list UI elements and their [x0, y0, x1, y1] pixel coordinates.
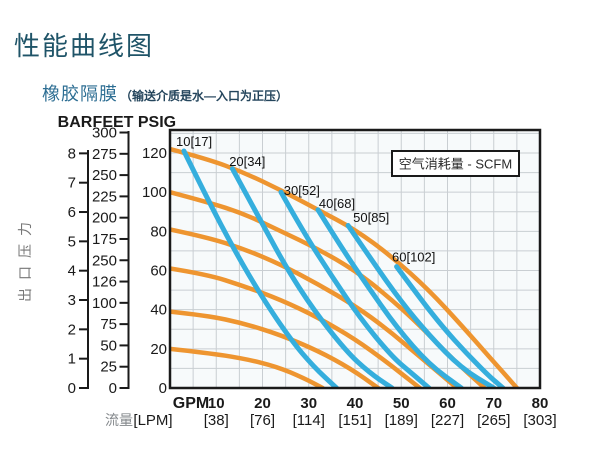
- psig-tick-label: 80: [150, 223, 167, 240]
- psig-tick-label: 120: [142, 145, 167, 162]
- gpm-tick-label: 10: [208, 395, 225, 412]
- bar-tick-label: 4: [68, 263, 76, 280]
- psig-axis-title: PSIG: [138, 114, 176, 131]
- gpm-tick-label: 30: [300, 395, 317, 412]
- air-curve-50-scfm-label: 50[85]: [353, 210, 389, 225]
- psig-tick-label: 60: [150, 263, 167, 280]
- psig-tick-label: 100: [142, 184, 167, 201]
- feet-tick-label: 100: [92, 295, 117, 312]
- bar-tick-label: 1: [68, 351, 76, 368]
- curves: [170, 146, 520, 388]
- gpm-tick-label: 50: [393, 395, 410, 412]
- lpm-tick-label: [114]: [293, 412, 325, 429]
- feet-axis-title: FEET: [93, 114, 134, 131]
- psig-tick-label: 20: [150, 341, 167, 358]
- subtitle-pump-type: 橡胶隔膜: [42, 84, 118, 104]
- gpm-tick-label: 60: [439, 395, 456, 412]
- lpm-tick-label: [76]: [250, 412, 275, 429]
- chart-subtitle: 橡胶隔膜 （输送介质是水—入口为正压）: [42, 80, 288, 106]
- air-curve-20-scfm-label: 20[34]: [229, 154, 265, 169]
- feet-tick-label: 25: [100, 359, 117, 376]
- bar-tick-label: 2: [68, 321, 76, 338]
- gpm-axis-title: GPM: [173, 395, 209, 412]
- pump-curve-5: [170, 309, 381, 388]
- psig-axis: 120 100 80 60 40 20 0: [142, 145, 167, 397]
- lpm-tick-label: [38]: [204, 412, 229, 429]
- legend-label: 空气消耗量 - SCFM: [399, 157, 512, 172]
- air-curve-30-scfm: [278, 189, 432, 388]
- air-curve-10-scfm: [181, 148, 339, 388]
- gpm-tick-label: 40: [347, 395, 364, 412]
- air-curve-60-scfm-label: 60[102]: [392, 250, 435, 265]
- feet-tick-label: 0: [109, 380, 117, 397]
- gpm-tick-label: 70: [485, 395, 502, 412]
- air-curve-20-scfm: [229, 166, 395, 388]
- air-curve-60-scfm: [394, 264, 506, 388]
- lpm-tick-label: [303]: [523, 412, 556, 429]
- air-curve-40-scfm-label: 40[68]: [319, 196, 355, 211]
- lpm-tick-label: [227]: [431, 412, 464, 429]
- subtitle-conditions: （输送介质是水—入口为正压）: [120, 89, 289, 103]
- bar-tick-label: 7: [68, 175, 76, 192]
- page-title: 性能曲线图: [14, 31, 155, 61]
- bar-axis: 8 7 6 5 4 3 2 1 0: [68, 145, 89, 397]
- grid: [170, 130, 540, 388]
- feet-tick-label: 300: [92, 125, 117, 142]
- psig-tick-label: 0: [159, 380, 167, 397]
- bar-tick-label: 8: [68, 145, 76, 162]
- pump-curve-1: [170, 146, 520, 388]
- lpm-tick-label: [265]: [477, 412, 510, 429]
- plot-border: [168, 128, 542, 390]
- feet-tick-label: 126: [92, 274, 117, 291]
- lpm-unit-label: [LPM]: [133, 412, 172, 429]
- lpm-tick-label: [151]: [338, 412, 371, 429]
- feet-tick-label: 275: [92, 146, 117, 163]
- gpm-tick-label: 80: [532, 395, 549, 412]
- flow-rate-label: 流量: [105, 412, 133, 428]
- feet-tick-label: 75: [100, 316, 117, 333]
- air-curve-50-scfm: [345, 223, 497, 388]
- legend-box: [391, 150, 520, 177]
- bar-axis-title: BAR: [58, 114, 93, 131]
- bar-tick-label: 6: [68, 204, 76, 221]
- pump-curve-4: [170, 266, 423, 388]
- gpm-tick-label: 20: [254, 395, 271, 412]
- feet-tick-label: 250: [92, 167, 117, 184]
- feet-tick-label: 225: [92, 188, 117, 205]
- air-curve-40-scfm: [315, 207, 464, 388]
- feet-tick-label: 175: [92, 231, 117, 248]
- feet-tick-label: 250: [92, 252, 117, 269]
- bar-tick-label: 5: [68, 233, 76, 250]
- feet-tick-label: 200: [92, 210, 117, 227]
- feet-tick-label: 50: [100, 337, 117, 354]
- bar-tick-label: 3: [68, 292, 76, 309]
- bar-tick-label: 0: [68, 380, 76, 397]
- pump-curve-6: [170, 346, 325, 388]
- air-curve-30-scfm-label: 30[52]: [284, 183, 320, 198]
- air-curve-10-scfm-label: 10[17]: [176, 134, 212, 149]
- outlet-pressure-axis-label: 出口压力: [17, 214, 33, 302]
- psig-tick-label: 40: [150, 302, 167, 319]
- lpm-tick-label: [189]: [385, 412, 418, 429]
